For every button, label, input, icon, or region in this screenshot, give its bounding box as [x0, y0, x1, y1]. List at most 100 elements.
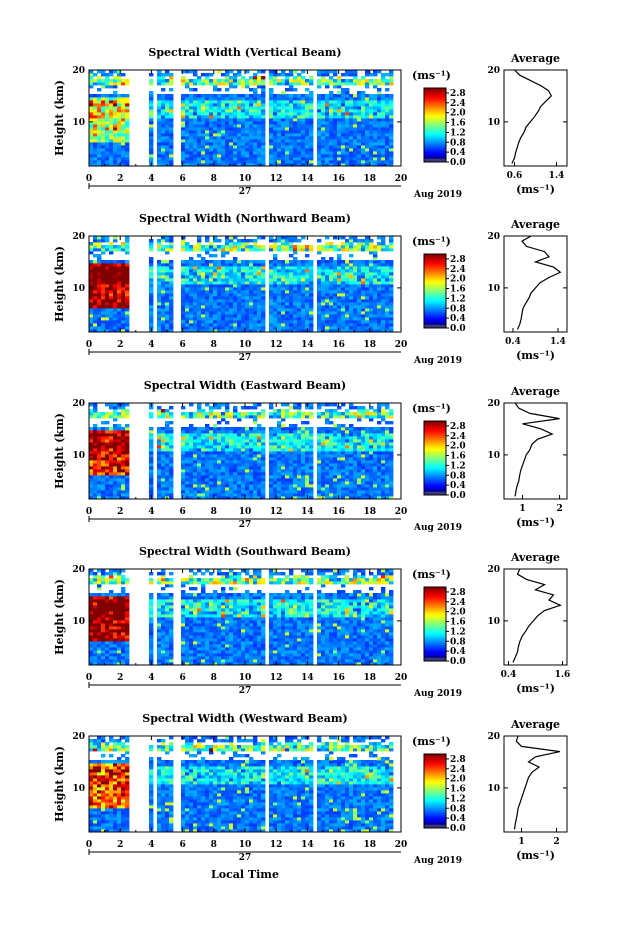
- heatmap-cell: [249, 415, 254, 419]
- heatmap-cell: [349, 299, 354, 303]
- heatmap-cell: [213, 451, 218, 455]
- heatmap-cell: [97, 472, 102, 476]
- heatmap-cell: [125, 484, 130, 488]
- heatmap-cell: [225, 415, 230, 419]
- heatmap-cell: [149, 466, 154, 470]
- heatmap-cell: [257, 160, 262, 164]
- heatmap-cell: [365, 82, 370, 86]
- heatmap-cell: [97, 257, 102, 261]
- heatmap-cell: [193, 305, 198, 309]
- heatmap-cell: [329, 278, 334, 282]
- heatmap-cell: [113, 163, 118, 167]
- heatmap-cell: [89, 115, 94, 119]
- heatmap-cell: [237, 100, 242, 104]
- heatmap-cell: [93, 463, 98, 467]
- heatmap-cell: [245, 466, 250, 470]
- heatmap-cell: [121, 263, 126, 267]
- heatmap-cell: [385, 97, 390, 101]
- heatmap-cell: [245, 427, 250, 431]
- heatmap-cell: [125, 463, 130, 467]
- heatmap-cell: [237, 433, 242, 437]
- heatmap-cell: [353, 100, 358, 104]
- heatmap-cell: [117, 403, 122, 407]
- heatmap-cell: [325, 236, 330, 240]
- heatmap-cell: [121, 115, 126, 119]
- heatmap-cell: [261, 121, 266, 125]
- heatmap-cell: [317, 275, 322, 279]
- heatmap-cell: [149, 73, 154, 77]
- heatmap-cell: [225, 242, 230, 246]
- heatmap-cell: [209, 287, 214, 291]
- heatmap-cell: [269, 284, 274, 288]
- heatmap-cell: [373, 142, 378, 146]
- heatmap-cell: [121, 278, 126, 282]
- heatmap-cell: [149, 323, 154, 327]
- heatmap-cell: [93, 245, 98, 249]
- heatmap-cell: [121, 320, 126, 324]
- heatmap-cell: [157, 145, 162, 149]
- heatmap-cell: [317, 251, 322, 255]
- heatmap-cell: [237, 430, 242, 434]
- heatmap-cell: [161, 308, 166, 312]
- heatmap-cell: [361, 320, 366, 324]
- heatmap-cell: [245, 148, 250, 152]
- heatmap-cell: [281, 293, 286, 297]
- heatmap-cell: [169, 493, 174, 497]
- heatmap-cell: [241, 103, 246, 107]
- heatmap-cell: [209, 275, 214, 279]
- heatmap-cell: [161, 278, 166, 282]
- heatmap-cell: [345, 112, 350, 116]
- heatmap-cell: [341, 115, 346, 119]
- heatmap-cell: [161, 281, 166, 285]
- heatmap-cell: [369, 326, 374, 330]
- heatmap-cell: [221, 314, 226, 318]
- heatmap-cell: [113, 145, 118, 149]
- heatmap-cell: [385, 160, 390, 164]
- heatmap-cell: [353, 275, 358, 279]
- heatmap-cell: [253, 481, 258, 485]
- heatmap-cell: [197, 118, 202, 122]
- heatmap-cell: [329, 112, 334, 116]
- heatmap-cell: [361, 163, 366, 167]
- heatmap-cell: [113, 418, 118, 422]
- heatmap-cell: [213, 163, 218, 167]
- heatmap-cell: [225, 290, 230, 294]
- heatmap-cell: [353, 281, 358, 285]
- heatmap-cell: [325, 317, 330, 321]
- heatmap-cell: [121, 100, 126, 104]
- heatmap-cell: [157, 415, 162, 419]
- heatmap-cell: [349, 100, 354, 104]
- heatmap-cell: [249, 427, 254, 431]
- heatmap-cell: [189, 70, 194, 74]
- heatmap-cell: [213, 94, 218, 98]
- heatmap-cell: [317, 109, 322, 113]
- colorbar-swatch: [424, 283, 446, 286]
- heatmap-cell: [161, 76, 166, 80]
- heatmap-cell: [209, 436, 214, 440]
- heatmap-cell: [101, 302, 106, 306]
- heatmap-cell: [321, 263, 326, 267]
- heatmap-cell: [273, 329, 278, 333]
- heatmap-cell: [209, 124, 214, 128]
- heatmap-cell: [117, 112, 122, 116]
- heatmap-cell: [117, 160, 122, 164]
- heatmap-cell: [101, 442, 106, 446]
- heatmap-cell: [281, 245, 286, 249]
- heatmap-cell: [237, 457, 242, 461]
- heatmap-cell: [253, 317, 258, 321]
- colorbar-swatch: [424, 134, 446, 137]
- heatmap-cell: [373, 79, 378, 83]
- heatmap-cell: [185, 266, 190, 270]
- heatmap-cell: [261, 329, 266, 333]
- heatmap-cell: [297, 100, 302, 104]
- heatmap-cell: [105, 463, 110, 467]
- heatmap-cell: [109, 112, 114, 116]
- heatmap-cell: [161, 439, 166, 443]
- heatmap-cell: [245, 305, 250, 309]
- heatmap-cell: [161, 118, 166, 122]
- heatmap-cell: [169, 97, 174, 101]
- heatmap-cell: [241, 242, 246, 246]
- heatmap-cell: [113, 487, 118, 491]
- heatmap-cell: [241, 484, 246, 488]
- heatmap-cell: [193, 478, 198, 482]
